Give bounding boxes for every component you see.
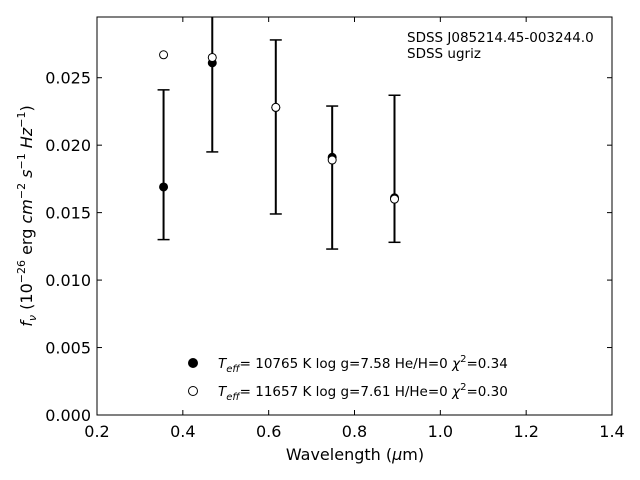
error-bars: [157, 17, 401, 250]
x-tick-label: 0.2: [84, 422, 109, 441]
y-tick-label: 0.000: [45, 406, 91, 425]
model-point-open: [207, 52, 217, 62]
x-tick-label: 0.4: [170, 422, 195, 441]
legend-marker-filled: [188, 358, 198, 368]
x-tick-label: 1.2: [513, 422, 538, 441]
y-title-exp3: −1: [15, 153, 28, 169]
model-point-open: [327, 155, 337, 165]
ticks: 0.2 0.4 0.6 0.8 1.0 1.2 1.4 0.000 0.005 0.010 0.01…: [45, 17, 625, 441]
x-tick-label: 1.4: [599, 422, 624, 441]
y-tick-label: 0.020: [45, 136, 91, 155]
y-title-f: f: [17, 319, 36, 327]
x-tick-label: 1.0: [428, 422, 453, 441]
legend-marker-open: [188, 386, 198, 396]
model-point-open: [159, 50, 169, 60]
x-axis-title-unit: m): [402, 445, 424, 464]
y-tick-label: 0.010: [45, 271, 91, 290]
x-axis-title-main: Wavelength (: [286, 445, 392, 464]
legend-2-eff: eff: [226, 392, 241, 403]
legend-1-val: =0.34: [466, 356, 507, 372]
annotation-object: SDSS J085214.45-003244.0: [407, 30, 594, 46]
y-title-exp4: −1: [15, 112, 28, 128]
y-title-cm: cm: [17, 199, 36, 223]
y-axis-title: fν (10−26 erg cm−2 s−1 Hz−1): [15, 105, 39, 326]
data-points: [159, 50, 399, 204]
y-title-hz: Hz: [17, 127, 36, 153]
y-title-mid: erg: [17, 224, 36, 260]
legend-1-chi: χ: [451, 356, 461, 372]
legend-2-val: =0.30: [466, 384, 507, 400]
legend-1-eff: eff: [226, 364, 241, 375]
y-title-exp2: −2: [15, 183, 28, 199]
legend-1-sup: 2: [460, 354, 466, 365]
y-tick-label: 0.005: [45, 339, 91, 358]
legend-2-chi: χ: [451, 384, 461, 400]
legend-2-sup: 2: [460, 382, 466, 393]
y-tick-label: 0.025: [45, 69, 91, 88]
x-axis-title-mu: μ: [391, 445, 402, 464]
legend-entry-2: Teff= 11657 K log g=7.61 H/He=0 χ2=0.30: [218, 382, 508, 403]
y-title-exp1: −26: [15, 260, 28, 283]
x-tick-label: 0.8: [342, 422, 367, 441]
legend-2-T: T: [218, 384, 228, 400]
x-axis-title: Wavelength (μm): [286, 445, 424, 464]
legend-entry-1: Teff= 10765 K log g=7.58 He/H=0 χ2=0.34: [218, 354, 508, 375]
y-title-nu: ν: [26, 315, 39, 321]
model-point-open: [271, 102, 281, 112]
annotation-filters: SDSS ugriz: [407, 46, 481, 62]
y-tick-label: 0.015: [45, 204, 91, 223]
x-tick-label: 0.6: [256, 422, 281, 441]
model-point-open: [389, 194, 399, 204]
model-point-filled: [159, 182, 169, 192]
y-title-s: s: [17, 170, 36, 183]
plot-frame: [96, 16, 613, 416]
legend-1-main: = 10765 K log g=7.58 He/H=0: [240, 356, 452, 372]
legend-1-T: T: [218, 356, 228, 372]
y-title-close: ): [17, 105, 36, 111]
y-title-pre: (10: [17, 283, 36, 315]
legend-2-main: = 11657 K log g=7.61 H/He=0: [240, 384, 452, 400]
